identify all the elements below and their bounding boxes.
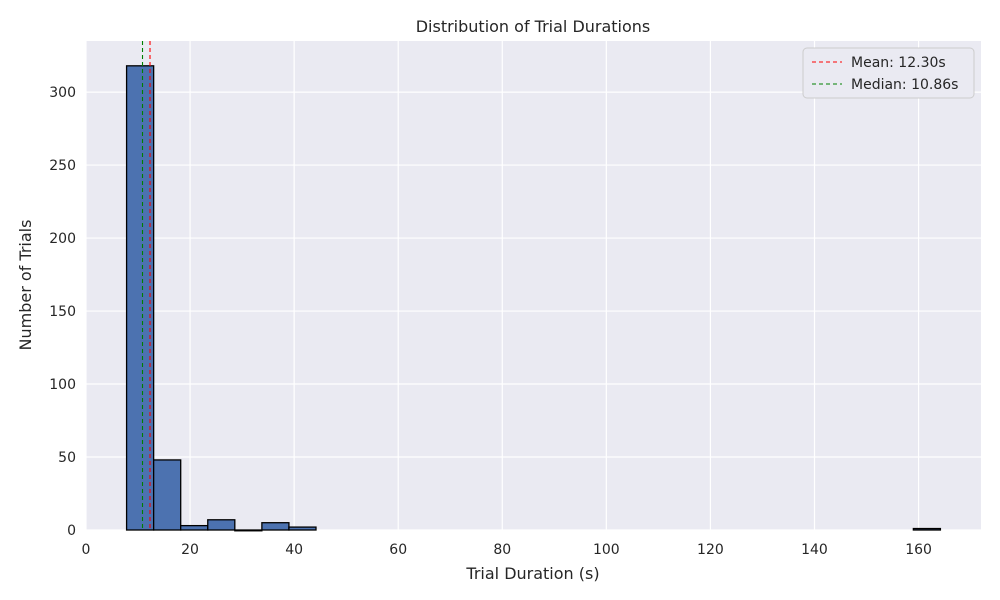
histogram-bar [207, 519, 236, 531]
histogram-bar [180, 524, 209, 531]
x-tick-label: 120 [697, 542, 724, 558]
y-tick-label: 250 [49, 158, 76, 174]
x-axis-label: Trial Duration (s) [465, 564, 599, 583]
y-tick-label: 100 [49, 377, 76, 393]
legend-label: Mean: 12.30s [851, 55, 946, 71]
y-tick-label: 50 [58, 450, 76, 466]
x-tick-label: 20 [181, 542, 199, 558]
legend-label: Median: 10.86s [851, 77, 958, 93]
x-tick-label: 60 [389, 542, 407, 558]
x-axis-ticks: 0 20 40 60 80 100 120 140 160 [82, 542, 932, 558]
y-axis-label: Number of Trials [16, 220, 35, 351]
plot-background [86, 41, 981, 530]
x-tick-label: 80 [493, 542, 511, 558]
x-tick-label: 100 [593, 542, 620, 558]
y-tick-label: 200 [49, 231, 76, 247]
y-tick-label: 300 [49, 85, 76, 101]
histogram-bar [152, 459, 182, 531]
histogram-bars [125, 65, 942, 532]
x-tick-label: 160 [905, 542, 932, 558]
x-tick-label: 0 [82, 542, 91, 558]
histogram-bar [125, 65, 155, 531]
y-tick-label: 0 [67, 523, 76, 539]
histogram-bar [234, 529, 263, 532]
reference-lines [141, 41, 151, 530]
grid-lines [85, 41, 981, 531]
histogram-bar [288, 526, 317, 531]
legend: Mean: 12.30s Median: 10.86s [802, 47, 975, 99]
histogram-bar [261, 522, 290, 531]
y-tick-label: 150 [49, 304, 76, 320]
x-tick-label: 40 [285, 542, 303, 558]
chart-title: Distribution of Trial Durations [416, 17, 651, 36]
histogram-bar [912, 527, 942, 531]
x-tick-label: 140 [801, 542, 828, 558]
legend-box [802, 47, 975, 99]
y-axis-ticks: 0 50 100 150 200 250 300 [49, 85, 76, 539]
